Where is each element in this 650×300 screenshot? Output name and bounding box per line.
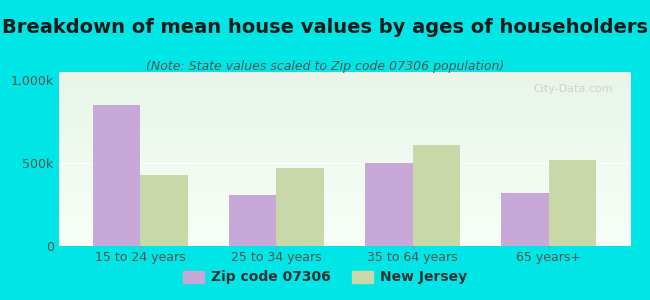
- Text: City-Data.com: City-Data.com: [534, 84, 614, 94]
- Legend: Zip code 07306, New Jersey: Zip code 07306, New Jersey: [178, 265, 472, 290]
- Text: Breakdown of mean house values by ages of householders: Breakdown of mean house values by ages o…: [2, 18, 648, 37]
- Bar: [140, 175, 188, 246]
- Bar: [365, 163, 413, 246]
- Bar: [549, 160, 597, 246]
- Bar: [276, 168, 324, 246]
- Bar: [413, 145, 460, 246]
- Bar: [92, 105, 140, 246]
- Bar: [229, 195, 276, 246]
- Text: (Note: State values scaled to Zip code 07306 population): (Note: State values scaled to Zip code 0…: [146, 60, 504, 73]
- Bar: [501, 193, 549, 246]
